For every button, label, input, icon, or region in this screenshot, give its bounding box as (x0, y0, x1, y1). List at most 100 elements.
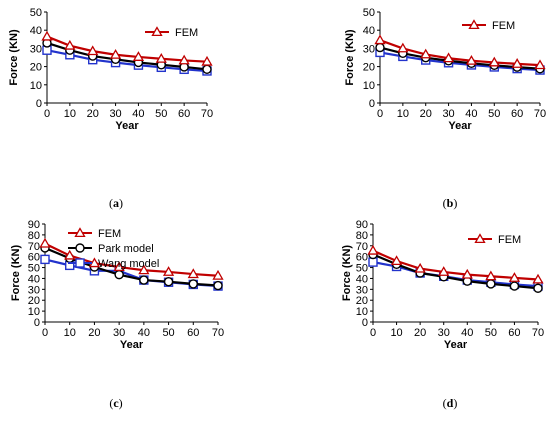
y-axis-title: Force (KN) (341, 245, 353, 302)
caption-paren-open: ( (109, 396, 113, 410)
y-tick-label: 10 (28, 306, 40, 318)
data-point-triangle (461, 268, 473, 279)
legend-label: FEM (498, 234, 521, 246)
x-tick-label: 70 (212, 327, 224, 339)
x-tick-label: 20 (414, 327, 426, 339)
data-point-triangle (420, 48, 432, 59)
series-fem (374, 34, 546, 70)
data-point-triangle (397, 42, 409, 53)
x-tick-label: 30 (438, 327, 450, 339)
x-tick-label: 60 (178, 108, 190, 120)
legend-item-wang: Wang model (68, 258, 159, 270)
y-tick-label: 30 (28, 284, 40, 296)
x-axis-title: Year (448, 120, 472, 132)
y-tick-label: 50 (30, 7, 42, 19)
x-tick-label: 30 (442, 108, 454, 120)
data-point-triangle (138, 264, 150, 275)
data-point-triangle (87, 45, 99, 56)
legend-label: Park model (98, 243, 154, 255)
y-tick-label: 90 (356, 219, 368, 231)
x-axis-title: Year (115, 120, 139, 132)
series-park (368, 249, 543, 293)
x-tick-label: 60 (187, 327, 199, 339)
y-tick-label: 50 (28, 263, 40, 275)
x-tick-label: 70 (532, 327, 544, 339)
panel-caption: (d) (443, 396, 458, 410)
x-tick-label: 60 (511, 108, 523, 120)
caption-paren-close: ) (119, 396, 123, 410)
data-point-circle (188, 279, 198, 289)
data-point-circle (533, 283, 543, 293)
data-point-triangle (508, 272, 521, 282)
caption-letter: a (113, 196, 119, 210)
data-point-triangle (390, 255, 403, 266)
y-tick-label: 0 (34, 317, 40, 329)
data-point-triangle (109, 48, 122, 59)
panel-caption: (b) (443, 196, 458, 210)
caption-paren-open: ( (443, 396, 447, 410)
data-point-circle (139, 275, 149, 285)
caption-paren-open: ( (109, 196, 113, 210)
data-point-triangle (534, 59, 546, 70)
data-point-circle (509, 281, 520, 291)
legend-marker-circle (75, 243, 85, 253)
data-point-triangle (39, 237, 51, 248)
y-tick-label: 70 (28, 241, 40, 253)
data-point-triangle (162, 266, 175, 276)
data-point-triangle (488, 56, 500, 67)
x-tick-label: 40 (132, 108, 144, 120)
x-tick-label: 10 (397, 108, 409, 120)
data-point-circle (375, 42, 385, 53)
caption-paren-close: ) (453, 396, 457, 410)
y-tick-label: 40 (30, 25, 42, 37)
data-point-triangle (41, 30, 53, 41)
data-point-triangle (187, 268, 199, 279)
y-tick-label: 20 (30, 62, 42, 74)
y-axis-title: Force (KN) (8, 29, 20, 86)
y-tick-label: 60 (28, 252, 40, 264)
x-tick-label: 20 (420, 108, 432, 120)
data-point-triangle (367, 244, 379, 255)
x-tick-label: 10 (390, 327, 402, 339)
y-tick-label: 90 (28, 219, 40, 231)
y-tick-label: 10 (30, 80, 42, 92)
y-tick-label: 50 (363, 7, 375, 19)
y-tick-label: 0 (369, 98, 375, 110)
legend-label: FEM (492, 20, 515, 32)
x-tick-label: 40 (461, 327, 473, 339)
x-axis-title: Year (444, 339, 468, 351)
legend-item-fem: FEM (468, 233, 521, 246)
x-tick-label: 30 (109, 108, 121, 120)
series-fem (367, 244, 544, 284)
caption-paren-close: ) (453, 196, 457, 210)
y-tick-label: 40 (28, 273, 40, 285)
data-point-square (368, 257, 378, 267)
data-point-triangle (64, 249, 76, 260)
y-tick-label: 30 (363, 43, 375, 55)
y-tick-label: 40 (363, 25, 375, 37)
y-axis-title: Force (KN) (10, 245, 22, 302)
y-tick-label: 50 (356, 263, 368, 275)
x-tick-label: 30 (113, 327, 125, 339)
x-tick-label: 0 (377, 108, 383, 120)
chart-panel-b: 0 10 20 30 40 50 0 10 20 30 40 50 60 70 Force (KN) Year… (344, 7, 546, 210)
panel-caption: (a) (109, 196, 123, 210)
y-tick-label: 20 (356, 295, 368, 307)
data-point-triangle (132, 51, 145, 61)
legend-item-fem: FEM (462, 19, 515, 32)
legend-label: FEM (175, 27, 198, 39)
x-tick-label: 40 (138, 327, 150, 339)
data-point-triangle (532, 273, 544, 284)
x-tick-label: 10 (64, 327, 76, 339)
legend-marker-triangle (74, 227, 86, 238)
legend-marker-triangle (468, 19, 480, 30)
x-tick-label: 20 (88, 327, 100, 339)
legend-item-park: Park model (68, 243, 154, 255)
y-tick-label: 40 (356, 273, 368, 285)
data-point-triangle (212, 269, 224, 280)
legend-label: FEM (98, 228, 121, 240)
data-point-square (40, 254, 50, 265)
legend-marker-triangle (474, 233, 486, 244)
